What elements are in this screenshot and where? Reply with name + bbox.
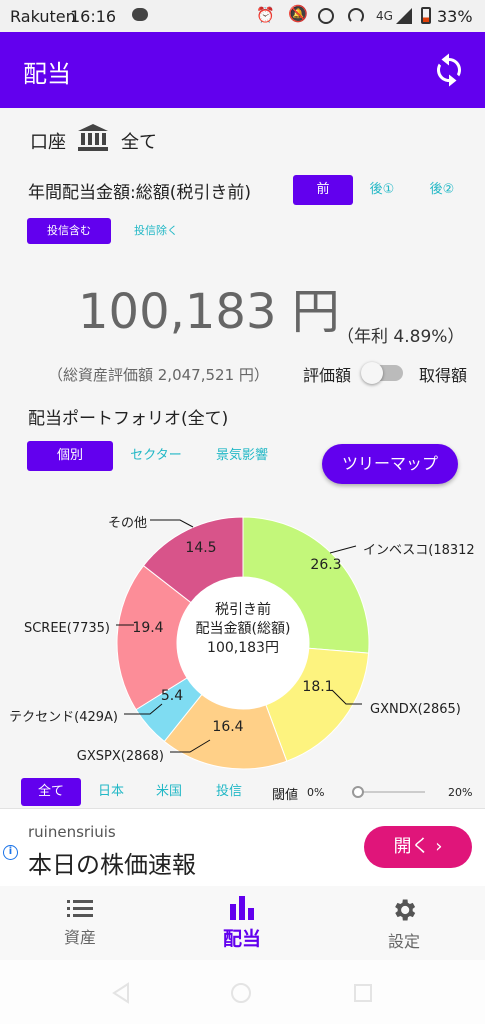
exclude-funds-button[interactable]: 投信除く (134, 224, 178, 237)
dividend-donut-chart: 税引き前 配当金額(総額) 100,183円 26.3 インベスコ(18312 18… (9, 516, 475, 770)
carrier-label: Rakuten (10, 7, 76, 26)
ad-source: ruinensriuis (28, 823, 116, 841)
threshold-slider-track[interactable] (355, 791, 425, 793)
nav-item-settings[interactable]: 設定 (364, 896, 444, 952)
info-icon[interactable]: i (3, 845, 18, 860)
bar-chart-icon (230, 896, 254, 920)
threshold-slider-knob[interactable] (352, 786, 364, 798)
market-filter-all[interactable]: 全て (21, 778, 81, 806)
app-bar: 配当 (0, 32, 485, 108)
status-bar: Rakuten 16:16 ⏰ 🔕 4G 33% (0, 0, 485, 32)
mute-icon: 🔕 (288, 4, 308, 23)
slice-value-label: 14.5 (185, 540, 216, 556)
slice-leader-line (329, 545, 357, 554)
threshold-max: 20% (448, 786, 473, 799)
system-nav-bar (0, 960, 485, 1024)
bank-icon[interactable] (78, 124, 108, 152)
slice-leader-line (150, 519, 194, 528)
page-title: 配当 (23, 60, 71, 88)
tax-option-before[interactable]: 前 (293, 175, 353, 205)
battery-icon (421, 7, 431, 24)
network-label: 4G (376, 9, 393, 23)
tax-option-after-1[interactable]: 後① (369, 182, 395, 197)
account-label: 口座 (30, 132, 66, 153)
slice-name-label: GXSPX(2868) (77, 749, 164, 764)
nav-label-dividend: 配当 (222, 928, 261, 950)
slice-value-label: 19.4 (132, 620, 163, 636)
slice-value-label: 26.3 (310, 557, 341, 573)
valuation-label: 評価額 (303, 366, 352, 385)
hotspot-icon (348, 8, 364, 24)
ad-headline[interactable]: 本日の株価速報 (28, 851, 196, 879)
nav-label-assets: 資産 (63, 928, 96, 947)
dividend-yield: （年利 4.89%） (337, 327, 465, 347)
valuation-toggle-knob[interactable] (361, 362, 383, 384)
center-text-line-3: 100,183円 (207, 640, 279, 656)
refresh-icon[interactable] (431, 52, 467, 88)
slice-value-label: 5.4 (161, 688, 183, 704)
market-filter-funds[interactable]: 投信 (215, 784, 242, 799)
market-filter-japan[interactable]: 日本 (97, 784, 124, 799)
slice-value-label: 18.1 (302, 679, 333, 695)
back-icon[interactable] (110, 982, 132, 1004)
tax-option-after-2[interactable]: 後② (429, 182, 455, 197)
recents-icon[interactable] (352, 982, 374, 1004)
status-time: 16:16 (70, 7, 117, 26)
include-funds-button[interactable]: 投信含む (27, 218, 111, 244)
battery-level: 33% (437, 7, 473, 26)
bottom-nav: 資産 配当 設定 (0, 886, 485, 960)
tab-economic-impact[interactable]: 景気影響 (215, 448, 268, 463)
tab-individual[interactable]: 個別 (27, 441, 113, 471)
slice-leader-line (124, 703, 163, 715)
ad-banner[interactable]: i ruinensriuis 本日の株価速報 開く › (0, 808, 485, 886)
market-filter-us[interactable]: 米国 (155, 784, 182, 799)
slice-leader-line (170, 739, 211, 753)
portfolio-title: 配当ポートフォリオ(全て) (28, 409, 229, 429)
slice-name-label: インベスコ(18312 (363, 543, 475, 558)
nav-label-settings: 設定 (387, 932, 420, 951)
threshold-min: 0% (307, 786, 325, 799)
donut-hole (177, 577, 309, 709)
tab-sector[interactable]: セクター (130, 448, 182, 463)
home-icon[interactable] (230, 982, 252, 1004)
center-text-line-2: 配当金額(総額) (196, 621, 291, 637)
dnd-icon (318, 8, 334, 24)
center-text-line-1: 税引き前 (215, 601, 271, 618)
chat-icon (132, 8, 148, 21)
annual-dividend-label: 年間配当金額:総額(税引き前) (28, 183, 251, 203)
acquisition-label: 取得額 (419, 366, 468, 385)
slice-name-label: テクセンド(429A) (9, 710, 118, 725)
ad-open-button[interactable]: 開く › (364, 826, 472, 868)
slice-name-label: GXNDX(2865) (370, 702, 461, 717)
nav-item-assets[interactable]: 資産 (40, 898, 120, 948)
slice-leader-line (331, 689, 362, 705)
signal-icon (396, 8, 412, 24)
threshold-label: 閾値 (272, 788, 299, 803)
account-value[interactable]: 全て (121, 132, 157, 153)
slice-name-label: SCREE(7735) (24, 621, 110, 636)
slice-value-label: 16.4 (212, 719, 243, 735)
treemap-button[interactable]: ツリーマップ (322, 444, 458, 484)
list-icon (67, 900, 93, 917)
alarm-icon: ⏰ (256, 6, 275, 24)
dividend-amount: 100,183 円 (78, 284, 340, 340)
gear-icon (395, 899, 416, 921)
total-assets: （総資産評価額 2,047,521 円） (48, 366, 269, 384)
nav-item-dividend[interactable]: 配当 (202, 894, 282, 951)
slice-name-label: その他 (108, 516, 147, 531)
